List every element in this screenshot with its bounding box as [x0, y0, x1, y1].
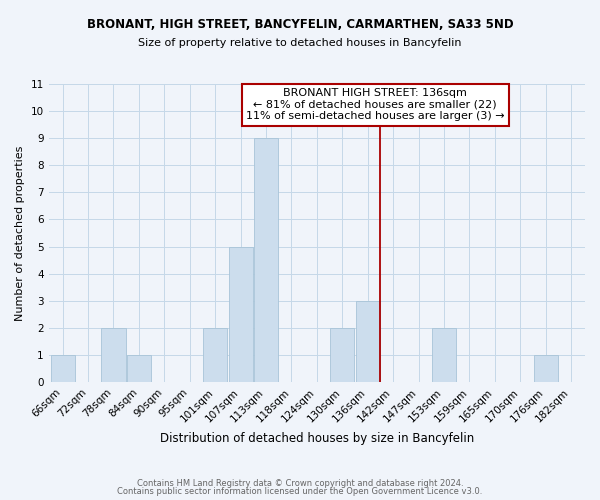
Bar [229, 246, 253, 382]
Bar [254, 138, 278, 382]
Text: BRONANT, HIGH STREET, BANCYFELIN, CARMARTHEN, SA33 5ND: BRONANT, HIGH STREET, BANCYFELIN, CARMAR… [86, 18, 514, 30]
Y-axis label: Number of detached properties: Number of detached properties [15, 146, 25, 320]
Bar [127, 355, 151, 382]
Bar [356, 300, 380, 382]
Bar [50, 355, 75, 382]
Text: Contains public sector information licensed under the Open Government Licence v3: Contains public sector information licen… [118, 487, 482, 496]
Bar [203, 328, 227, 382]
Text: BRONANT HIGH STREET: 136sqm
← 81% of detached houses are smaller (22)
11% of sem: BRONANT HIGH STREET: 136sqm ← 81% of det… [246, 88, 505, 122]
Text: Contains HM Land Registry data © Crown copyright and database right 2024.: Contains HM Land Registry data © Crown c… [137, 478, 463, 488]
Bar [432, 328, 456, 382]
X-axis label: Distribution of detached houses by size in Bancyfelin: Distribution of detached houses by size … [160, 432, 474, 445]
Bar [533, 355, 557, 382]
Bar [330, 328, 355, 382]
Bar [101, 328, 125, 382]
Text: Size of property relative to detached houses in Bancyfelin: Size of property relative to detached ho… [138, 38, 462, 48]
